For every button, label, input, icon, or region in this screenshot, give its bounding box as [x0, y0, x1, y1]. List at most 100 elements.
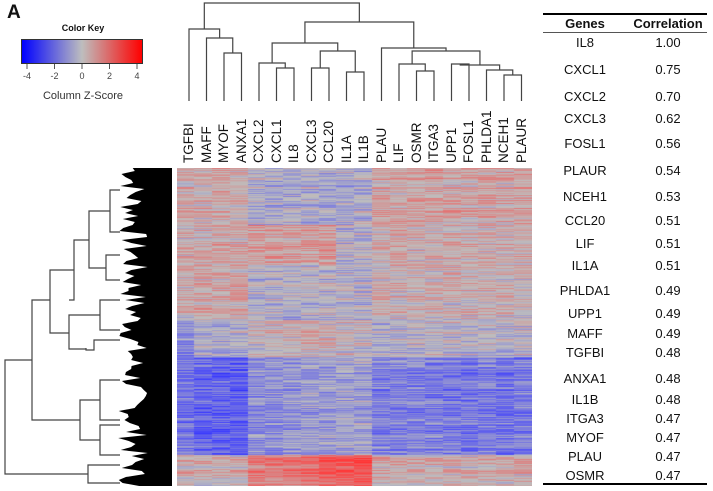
panel-label: A [7, 2, 21, 23]
column-label: TGFBI [181, 123, 196, 163]
heatmap-grid [177, 168, 532, 486]
row-dendrogram-branch [49, 269, 74, 334]
column-label: CXCL2 [251, 119, 266, 163]
column-label: ITGA3 [426, 123, 441, 163]
header-genes: Genes [565, 16, 605, 31]
column-dendrogram-branch [345, 71, 365, 101]
gene-cell: LIF [575, 236, 595, 251]
color-key-tick-label: -2 [50, 71, 59, 81]
correlation-cell: 1.00 [655, 35, 681, 50]
color-key-tick-label: 4 [134, 71, 140, 81]
correlation-cell: 0.48 [655, 371, 681, 386]
column-label: PLAUR [513, 117, 529, 163]
gene-cell: OSMR [565, 468, 605, 483]
column-label: PLAU [373, 127, 389, 163]
column-dendrogram [188, 2, 523, 101]
gene-cell: MAFF [567, 326, 603, 341]
column-dendrogram-branch [271, 42, 339, 63]
row-dendrogram-branch [68, 314, 100, 350]
gene-cell: ANXA1 [563, 371, 607, 386]
gene-cell: PHLDA1 [559, 283, 611, 298]
correlation-cell: 0.51 [655, 258, 681, 273]
column-dendrogram-branch [275, 67, 295, 101]
column-dendrogram-branch [310, 67, 330, 101]
correlation-cell: 0.49 [655, 283, 681, 298]
correlation-cell: 0.47 [655, 430, 681, 445]
gene-cell: TGFBI [565, 345, 605, 360]
correlation-cell: 0.48 [655, 392, 681, 407]
table-header-rule [543, 32, 707, 33]
row-dendrogram-branch [4, 359, 88, 475]
color-key-title: Color Key [61, 23, 105, 33]
column-dendrogram-branch [319, 50, 356, 72]
column-label: CXCL1 [268, 119, 284, 163]
gene-cell: CXCL2 [564, 89, 606, 104]
column-label: CXCL3 [303, 119, 319, 163]
column-label: NCEH1 [496, 117, 511, 163]
column-dendrogram-branch [188, 28, 221, 101]
column-dendrogram-branch [450, 63, 470, 101]
column-dendrogram-branch [203, 2, 360, 29]
gene-cell: PLAU [568, 449, 602, 464]
row-dendrogram-branch [105, 254, 120, 281]
gene-cell: CCL20 [564, 213, 606, 228]
column-label: ANXA1 [233, 118, 249, 163]
column-label: FOSL1 [461, 120, 476, 163]
correlation-cell: 0.47 [655, 411, 681, 426]
column-label: IL1B [356, 135, 371, 163]
correlation-cell: 0.70 [655, 89, 681, 104]
row-dendrogram-branch [99, 379, 120, 421]
gene-cell: NCEH1 [562, 189, 608, 204]
color-key-tick-label: -4 [22, 71, 32, 81]
row-dendrogram-branch [99, 424, 120, 456]
column-label: CCL20 [321, 120, 336, 163]
correlation-cell: 0.48 [655, 345, 681, 360]
row-dendrogram-branch [79, 399, 100, 441]
row-dendrogram-branch [31, 299, 80, 421]
correlation-cell: 0.53 [655, 189, 681, 204]
color-key-tick-marks [26, 64, 138, 69]
table-top-rule [543, 13, 707, 15]
gene-cell: ITGA3 [566, 411, 604, 426]
gene-cell: IL1A [571, 258, 599, 273]
table-bottom-rule [543, 483, 707, 485]
correlation-cell: 0.47 [655, 468, 681, 483]
correlation-cell: 0.49 [655, 306, 681, 321]
column-label: UPP1 [443, 127, 459, 163]
column-dendrogram-branch [258, 62, 286, 101]
row-dendrogram-branch [87, 464, 120, 484]
gene-cell: CXCL1 [564, 62, 606, 77]
gene-cell: FOSL1 [564, 136, 606, 151]
column-dendrogram-branch [503, 74, 523, 101]
row-dendrogram [4, 168, 172, 486]
row-dendrogram-branch [88, 210, 110, 269]
color-key-gradient [21, 39, 143, 64]
column-label: LIF [391, 143, 406, 163]
correlation-cell: 0.49 [655, 326, 681, 341]
column-dendrogram-branch [304, 21, 415, 48]
correlation-cell: 0.62 [655, 111, 681, 126]
header-correlation: Correlation [633, 16, 703, 31]
column-dendrogram-branch [411, 50, 481, 65]
gene-cell: UPP1 [568, 306, 602, 321]
color-key-xlabel: Column Z-Score [42, 90, 124, 102]
column-label: PHLDA1 [478, 110, 494, 163]
correlation-cell: 0.75 [655, 62, 681, 77]
correlation-cell: 0.54 [655, 163, 681, 178]
column-label: MYOF [216, 124, 231, 163]
correlation-cell: 0.51 [655, 236, 681, 251]
column-label: IL8 [286, 144, 301, 163]
row-dendrogram-branch [85, 339, 120, 351]
column-dendrogram-branch [223, 52, 243, 101]
correlation-cell: 0.51 [655, 213, 681, 228]
color-key-tick-label: 0 [79, 71, 85, 81]
correlation-cell: 0.47 [655, 449, 681, 464]
column-dendrogram-branch [398, 63, 426, 101]
column-label: OSMR [408, 122, 424, 164]
row-dendrogram-leaves [118, 168, 172, 486]
column-label: IL1A [338, 135, 354, 163]
gene-cell: IL1B [571, 392, 599, 407]
column-dendrogram-branch [380, 47, 447, 101]
gene-cell: MYOF [566, 430, 604, 445]
column-dendrogram-branch [205, 37, 234, 101]
